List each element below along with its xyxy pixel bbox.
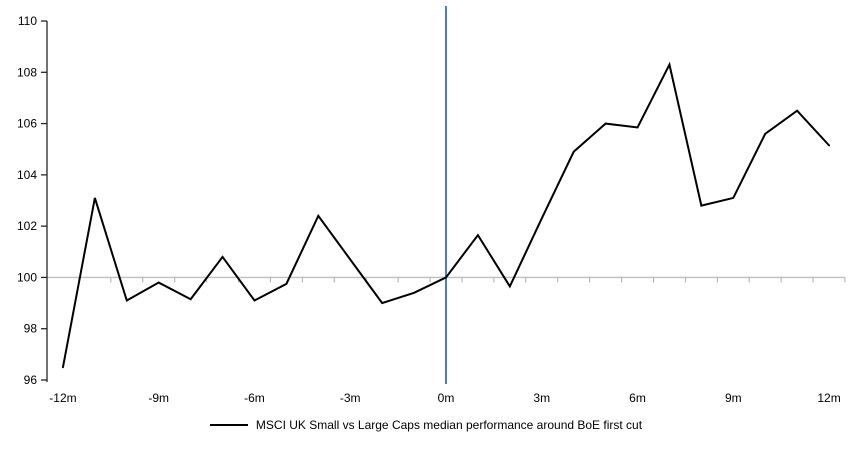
x-tick-label: -6m (244, 391, 265, 405)
x-tick-label: -3m (340, 391, 361, 405)
x-tick-label: 3m (533, 391, 550, 405)
x-tick-label: -12m (49, 391, 76, 405)
y-tick-label: 104 (17, 168, 37, 182)
y-tick-label: 98 (24, 322, 38, 336)
y-tick-label: 102 (17, 219, 37, 233)
x-tick-label: 12m (817, 391, 840, 405)
y-tick-label: 100 (17, 270, 37, 284)
y-tick-label: 108 (17, 65, 37, 79)
x-tick-label: 9m (725, 391, 742, 405)
x-tick-label: 0m (438, 391, 455, 405)
x-tick-label: -9m (148, 391, 169, 405)
y-tick-label: 106 (17, 117, 37, 131)
y-tick-label: 110 (18, 14, 37, 28)
y-tick-label: 96 (24, 373, 38, 387)
x-tick-label: 6m (629, 391, 646, 405)
series-line (61, 61, 831, 369)
